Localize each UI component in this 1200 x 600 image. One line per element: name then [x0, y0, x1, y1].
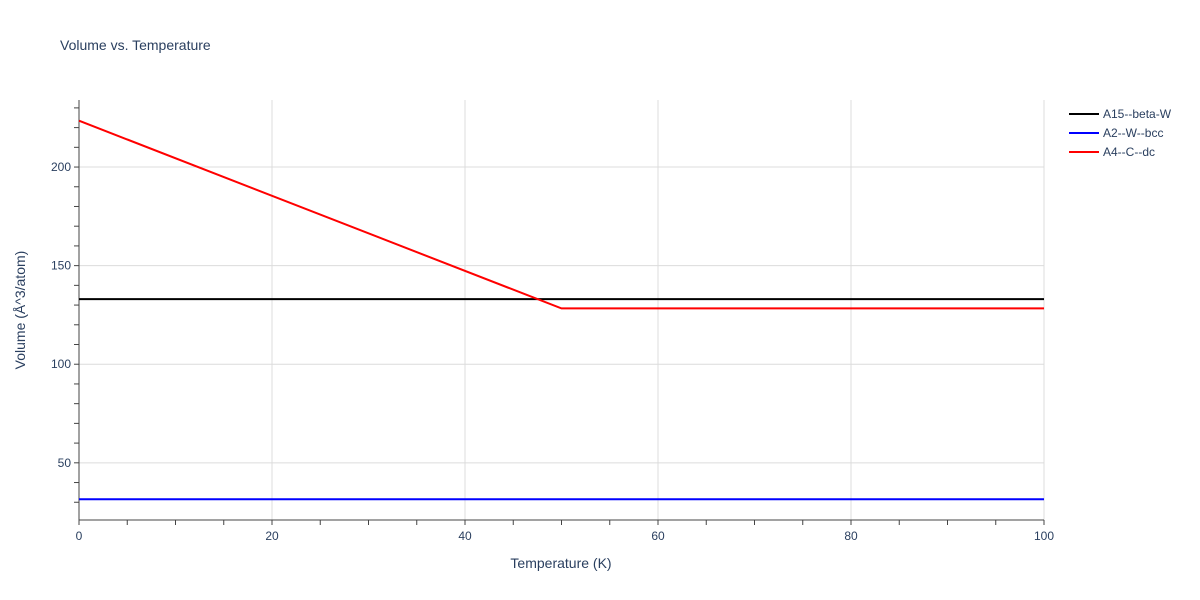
x-tick-label: 100 — [1034, 529, 1054, 543]
legend[interactable]: A15--beta-W A2--W--bcc A4--C--dc — [1069, 107, 1172, 159]
grid-layer — [79, 100, 1045, 520]
series-layer — [78, 119, 1044, 501]
x-axis-title: Temperature (K) — [510, 555, 611, 571]
legend-item[interactable]: A2--W--bcc — [1069, 126, 1163, 140]
y-tick-label: 200 — [51, 160, 71, 174]
series-line-a4-c-dc[interactable] — [78, 119, 1044, 310]
legend-label: A4--C--dc — [1103, 145, 1155, 159]
legend-label: A2--W--bcc — [1103, 126, 1163, 140]
x-tick-label: 20 — [265, 529, 279, 543]
x-tick-label: 60 — [651, 529, 665, 543]
legend-label: A15--beta-W — [1103, 107, 1172, 121]
legend-item[interactable]: A15--beta-W — [1069, 107, 1172, 121]
y-axis-title: Volume (Å^3/atom) — [12, 251, 28, 370]
x-tick-label: 0 — [76, 529, 83, 543]
axes-layer: 0 20 40 60 80 100 50 100 150 200 — [51, 100, 1054, 543]
chart-title: Volume vs. Temperature — [60, 37, 211, 53]
y-tick-label: 150 — [51, 259, 71, 273]
y-tick-label: 100 — [51, 357, 71, 371]
x-tick-label: 80 — [844, 529, 858, 543]
x-tick-label: 40 — [458, 529, 472, 543]
legend-item[interactable]: A4--C--dc — [1069, 145, 1155, 159]
y-tick-label: 50 — [58, 456, 72, 470]
